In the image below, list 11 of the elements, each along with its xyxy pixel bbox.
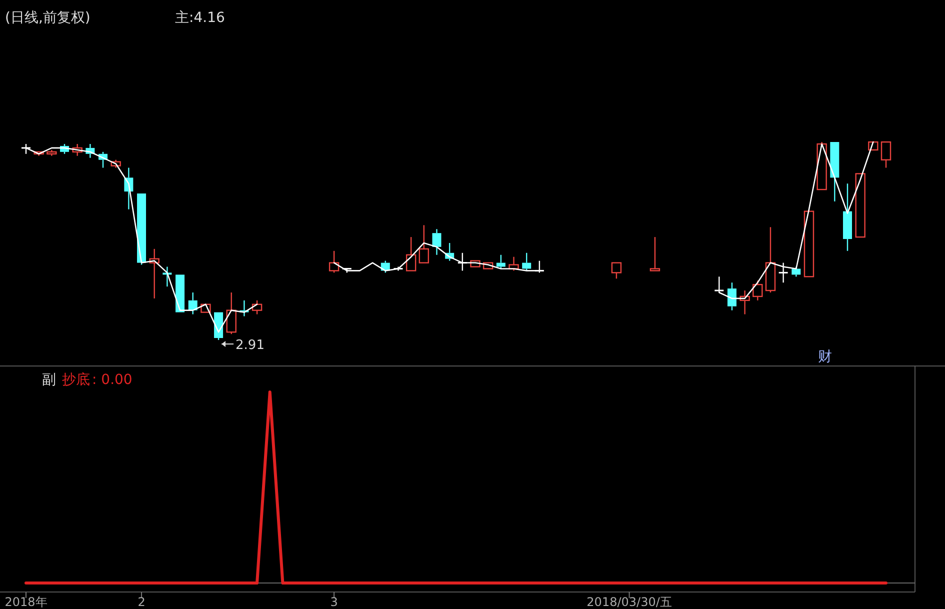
annotation: 2.91 (236, 338, 264, 353)
text: 财 (818, 349, 832, 365)
x-tick-label: 2018/03/30/五 (586, 595, 672, 609)
text: : 0.00 (92, 372, 132, 388)
text: 抄底 (62, 372, 90, 388)
x-tick-label: 3 (330, 595, 338, 609)
x-tick-label: 2018年 (4, 595, 48, 609)
x-tick-label: 2 (138, 595, 146, 609)
chart-title: (日线,前复权) (5, 10, 90, 26)
chart-title: 副 (42, 372, 56, 388)
chart-subtitle: 主:4.16 (175, 10, 225, 26)
